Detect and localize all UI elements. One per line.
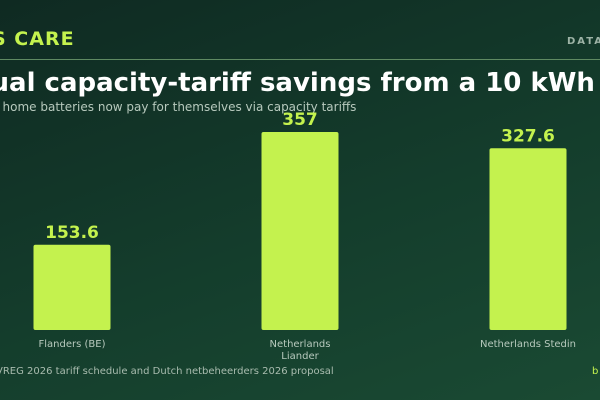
brand-name: S CARE <box>0 28 75 50</box>
bar-0 <box>33 244 111 330</box>
section-tag: DATA <box>567 36 600 47</box>
bar-2 <box>489 148 567 330</box>
source-note: VREG 2026 tariff schedule and Dutch netb… <box>0 366 334 377</box>
category-label-2: Netherlands Stedin <box>480 339 576 350</box>
value-label-0: 153.6 <box>45 223 99 243</box>
category-label-1-line-0: Netherlands <box>270 339 331 350</box>
category-label-0: Flanders (BE) <box>39 339 106 350</box>
category-label-1-line-1: Liander <box>281 351 319 362</box>
credit-text: b <box>592 366 599 377</box>
bar-1 <box>261 132 339 330</box>
value-label-2: 327.6 <box>501 126 555 146</box>
chart-subtitle: t home batteries now pay for themselves … <box>0 100 357 114</box>
value-label-1: 357 <box>282 110 318 130</box>
chart-title: nual capacity-tariff savings from a 10 k… <box>0 68 595 98</box>
header-divider <box>0 59 600 60</box>
